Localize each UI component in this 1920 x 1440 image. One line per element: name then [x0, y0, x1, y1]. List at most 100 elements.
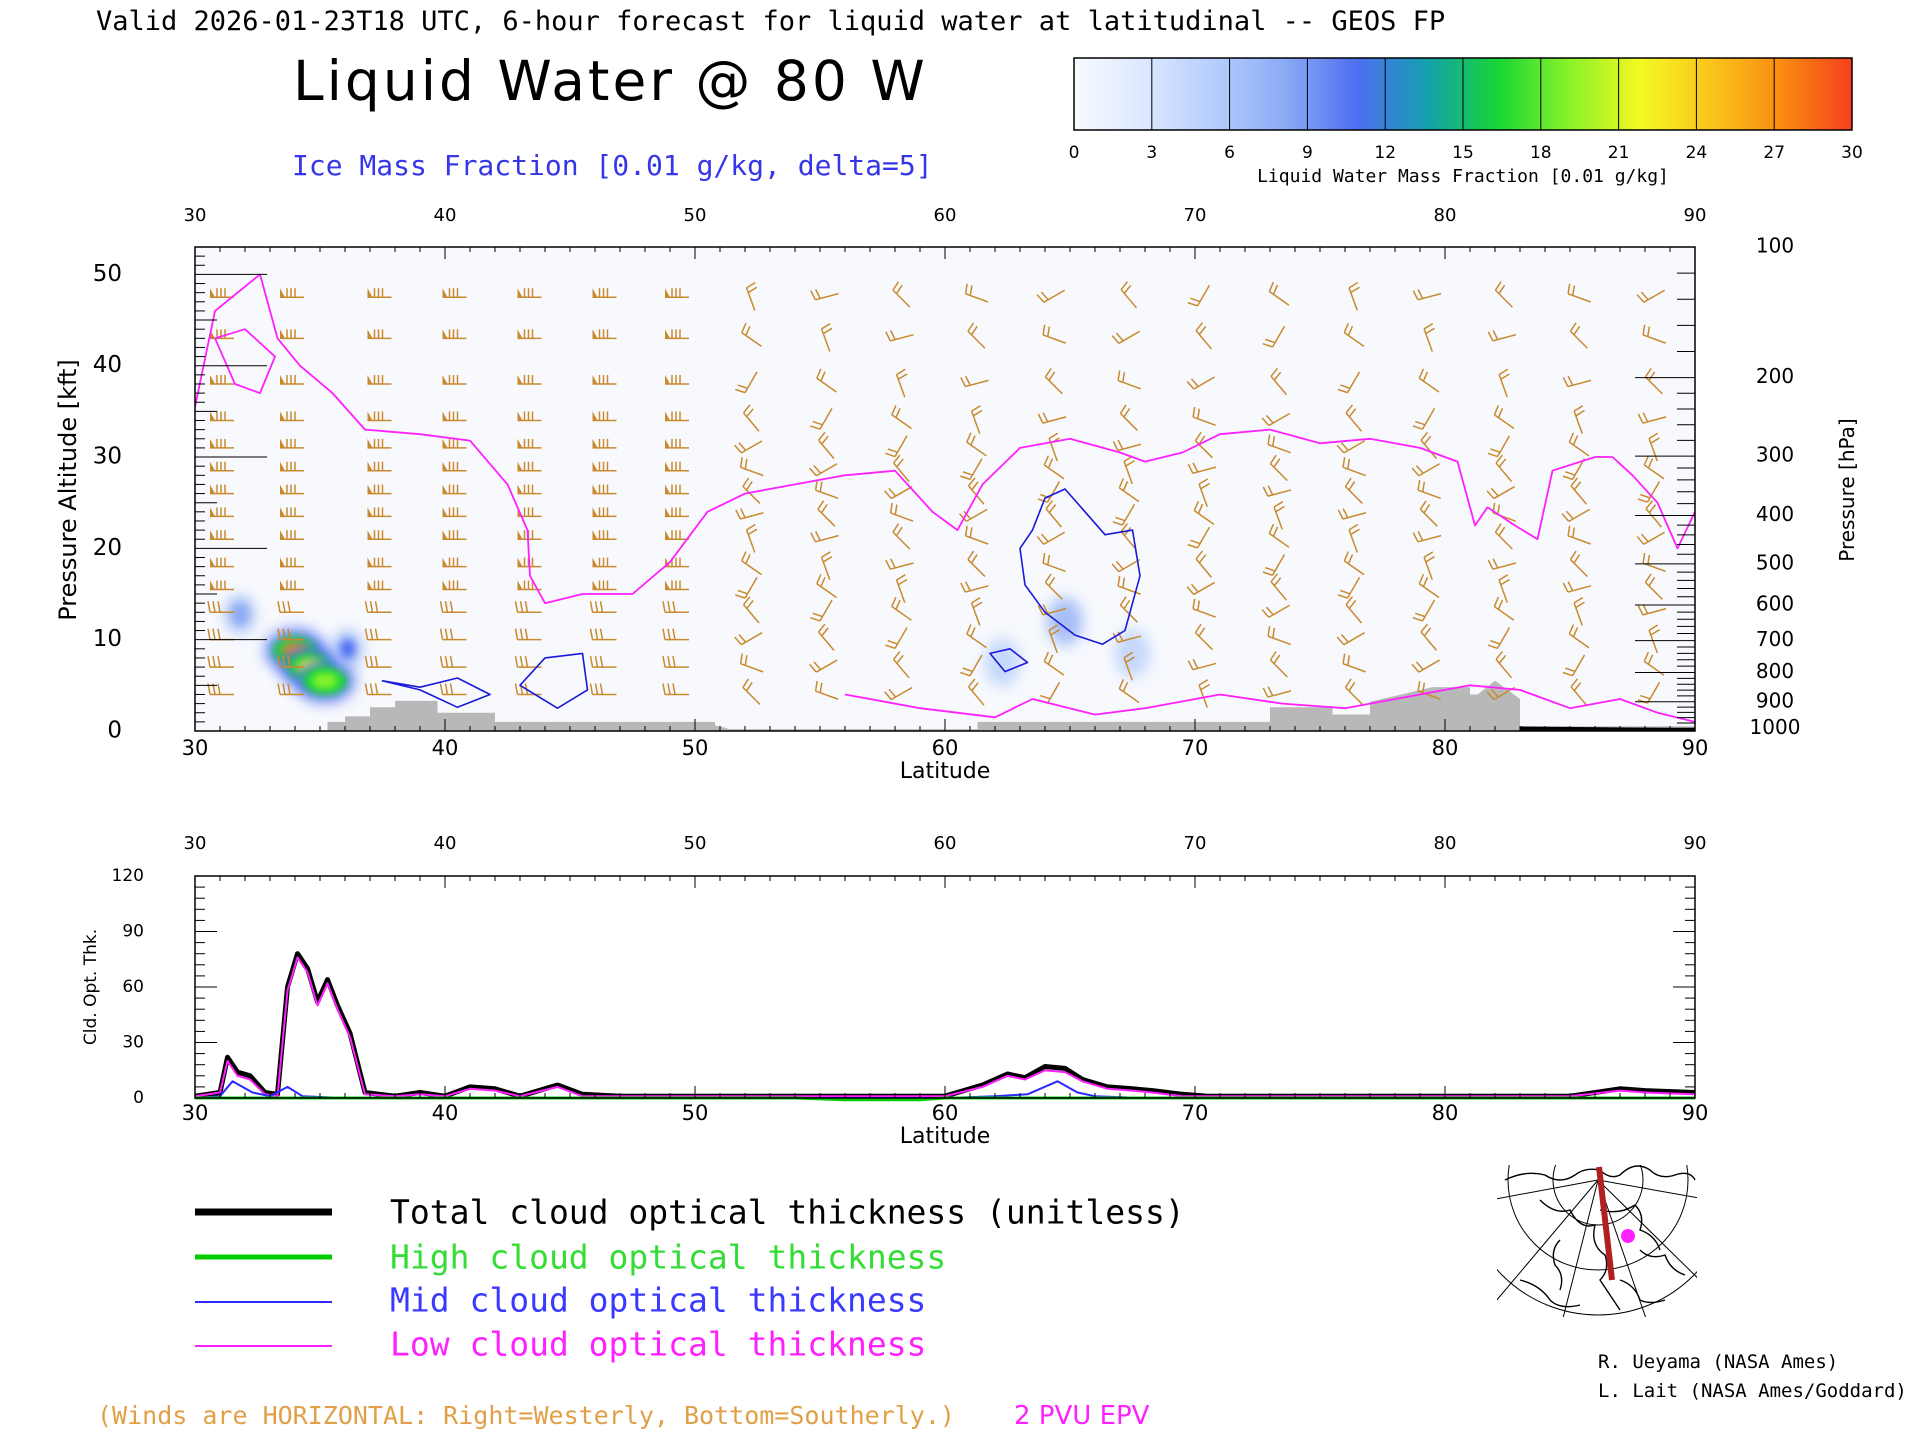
y-tick-label: 60 — [122, 977, 144, 997]
wind-barb — [745, 523, 758, 553]
barb-rotated — [891, 405, 912, 430]
wind-barb — [735, 576, 758, 599]
barb-shaft — [892, 462, 910, 482]
barb-feather — [1336, 636, 1345, 646]
barb-feather — [821, 627, 829, 637]
barb-feather — [369, 628, 374, 640]
barb-feather — [1493, 596, 1500, 607]
barb-feather — [519, 655, 524, 668]
barb-feather — [746, 523, 756, 531]
barb-shaft — [1417, 489, 1441, 500]
barb-feather — [966, 432, 972, 443]
epv-label: 2 PVU EPV — [1014, 1401, 1150, 1431]
barb-feather — [439, 601, 444, 613]
barb-shaft — [1342, 512, 1367, 520]
barb-feather — [810, 532, 817, 543]
barb-flag — [280, 507, 285, 517]
barb-rotated — [810, 289, 839, 301]
barb-feather — [1261, 609, 1270, 618]
barb-feather — [1495, 454, 1504, 464]
barb-rotated — [1337, 508, 1367, 520]
wind-barb — [280, 288, 304, 298]
wind-barb — [1262, 485, 1292, 497]
barb-shaft — [744, 371, 758, 394]
barb-rotated — [960, 375, 989, 388]
barb-rotated — [734, 632, 763, 646]
barb-rotated — [1268, 281, 1290, 306]
barb-shaft — [1267, 489, 1292, 497]
barb-feather — [1348, 281, 1359, 289]
barb-feather — [746, 408, 754, 418]
wind-barb — [1119, 404, 1138, 431]
wind-barb — [1567, 525, 1591, 545]
barb-rotated — [960, 581, 989, 593]
barb-flag — [280, 411, 285, 421]
barb-feather — [1187, 301, 1198, 307]
barb-rotated — [1036, 289, 1065, 303]
x-tick-label: 70 — [1182, 1101, 1209, 1125]
barb-shaft — [1044, 581, 1063, 600]
barb-shaft — [894, 435, 908, 457]
barb-feather — [1265, 606, 1274, 616]
barb-rotated — [1637, 481, 1661, 503]
wind-barb — [1345, 596, 1363, 624]
barb-feather — [817, 500, 825, 510]
top-ylabel: Pressure Altitude [kft] — [54, 359, 82, 621]
barb-feather — [1123, 599, 1131, 610]
wind-barb — [367, 530, 392, 540]
wind-barb — [589, 628, 617, 641]
barb-feather — [1044, 573, 1052, 583]
barb-rotated — [960, 458, 983, 481]
wind-barb — [1569, 322, 1588, 349]
barb-feather — [1568, 624, 1575, 635]
barb-feather — [589, 601, 594, 613]
barb-shaft — [1568, 508, 1590, 523]
barb-shaft — [1492, 562, 1517, 570]
barb-rotated — [1642, 324, 1666, 344]
barb-shaft — [817, 439, 835, 460]
barb-feather — [1270, 367, 1279, 377]
barb-rotated — [1193, 501, 1215, 526]
barb-flag — [517, 557, 523, 567]
barb-feather — [1036, 536, 1045, 545]
barb-feather — [1117, 439, 1124, 450]
barb-flag — [210, 461, 215, 471]
barb-feather — [1120, 523, 1129, 533]
barb-shaft — [1043, 289, 1065, 303]
barb-rotated — [1420, 623, 1438, 651]
barb-rotated — [970, 405, 983, 434]
barb-shaft — [1198, 684, 1208, 708]
barb-shaft — [820, 556, 831, 581]
barb-shaft — [742, 412, 760, 432]
barb-feather — [895, 526, 903, 537]
barb-rotated — [1562, 581, 1592, 593]
barb-feather — [1040, 533, 1049, 543]
barb-feather — [374, 683, 379, 695]
barb-shaft — [895, 579, 906, 603]
barb-flag — [665, 288, 670, 298]
barb-feather — [1490, 448, 1501, 453]
barb-flag — [367, 288, 373, 298]
barb-feather — [1565, 667, 1576, 673]
barb-feather — [662, 628, 666, 640]
barb-feather — [1040, 291, 1049, 301]
barb-feather — [1270, 573, 1279, 583]
barb-feather — [589, 655, 594, 668]
wind-barb — [439, 628, 467, 641]
barb-shaft — [1573, 410, 1583, 434]
barb-flag — [210, 507, 215, 517]
wind-barb — [1569, 550, 1588, 578]
wind-barb — [367, 329, 392, 340]
barb-feather — [287, 601, 291, 613]
wind-barb — [665, 329, 689, 340]
x-tick-label-top: 40 — [434, 833, 457, 854]
barb-shaft — [745, 287, 756, 311]
barb-rotated — [1493, 596, 1515, 621]
wind-barb — [1562, 581, 1592, 593]
wind-barb — [665, 530, 689, 540]
colorbar-tick-label: 6 — [1224, 143, 1235, 163]
wind-barb — [592, 484, 617, 495]
y-tick-label: 90 — [122, 922, 144, 942]
barb-feather — [1417, 289, 1424, 299]
barb-feather — [896, 368, 906, 376]
